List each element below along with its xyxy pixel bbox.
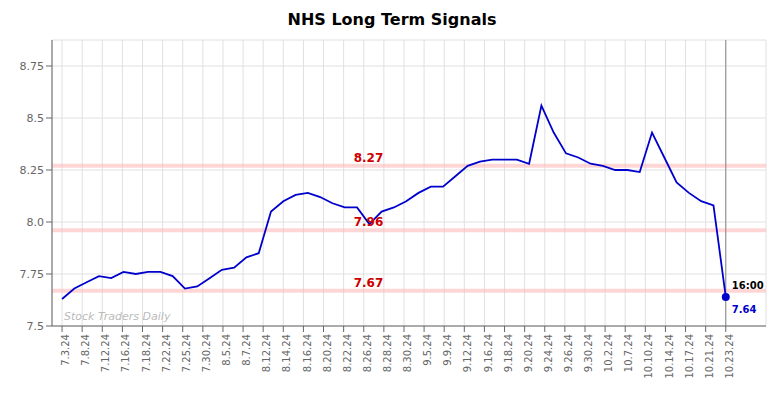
svg-text:7.67: 7.67: [354, 276, 384, 290]
svg-text:8.25: 8.25: [20, 164, 45, 177]
svg-text:9.20.24: 9.20.24: [523, 334, 534, 372]
svg-text:7.30.24: 7.30.24: [201, 334, 212, 372]
svg-text:8.20.24: 8.20.24: [322, 334, 333, 372]
svg-text:10.2.24: 10.2.24: [603, 334, 614, 372]
svg-text:Stock Traders Daily: Stock Traders Daily: [64, 310, 171, 323]
svg-text:7.12.24: 7.12.24: [100, 334, 111, 372]
svg-text:8.75: 8.75: [20, 60, 45, 73]
svg-text:7.96: 7.96: [354, 215, 384, 229]
svg-text:9.12.24: 9.12.24: [462, 334, 473, 372]
svg-text:8.0: 8.0: [27, 216, 45, 229]
svg-text:9.9.24: 9.9.24: [442, 334, 453, 366]
svg-text:8.14.24: 8.14.24: [281, 334, 292, 372]
svg-text:10.10.24: 10.10.24: [643, 334, 654, 379]
svg-text:7.5: 7.5: [27, 320, 45, 333]
svg-text:8.28.24: 8.28.24: [382, 334, 393, 372]
svg-text:9.26.24: 9.26.24: [563, 334, 574, 372]
svg-text:9.30.24: 9.30.24: [583, 334, 594, 372]
svg-text:8.5: 8.5: [27, 112, 45, 125]
svg-text:8.27: 8.27: [354, 151, 384, 165]
svg-text:8.30.24: 8.30.24: [402, 334, 413, 372]
svg-text:9.16.24: 9.16.24: [483, 334, 494, 372]
svg-text:10.23.24: 10.23.24: [724, 334, 735, 379]
svg-text:7.22.24: 7.22.24: [161, 334, 172, 372]
svg-text:7.3.24: 7.3.24: [60, 334, 71, 366]
svg-text:9.24.24: 9.24.24: [543, 334, 554, 372]
svg-text:10.17.24: 10.17.24: [684, 334, 695, 379]
svg-text:8.5.24: 8.5.24: [221, 334, 232, 366]
html-text:NHS Long Term Signals: NHS Long Term Signals: [287, 10, 497, 29]
svg-text:8.12.24: 8.12.24: [261, 334, 272, 372]
svg-text:9.18.24: 9.18.24: [503, 334, 514, 372]
svg-text:7.75: 7.75: [20, 268, 45, 281]
svg-text:7.25.24: 7.25.24: [181, 334, 192, 372]
svg-text:8.7.24: 8.7.24: [241, 334, 252, 366]
svg-text:9.5.24: 9.5.24: [422, 334, 433, 366]
svg-text:7.64: 7.64: [732, 304, 757, 315]
svg-text:10.7.24: 10.7.24: [623, 334, 634, 372]
svg-text:10.21.24: 10.21.24: [704, 334, 715, 379]
svg-text:7.16.24: 7.16.24: [120, 334, 131, 372]
svg-text:8.26.24: 8.26.24: [362, 334, 373, 372]
svg-text:10.14.24: 10.14.24: [664, 334, 675, 379]
svg-text:16:00: 16:00: [732, 280, 764, 291]
svg-text:7.18.24: 7.18.24: [141, 334, 152, 372]
svg-text:7.8.24: 7.8.24: [80, 334, 91, 366]
svg-text:8.16.24: 8.16.24: [302, 334, 313, 372]
svg-text:8.22.24: 8.22.24: [342, 334, 353, 372]
